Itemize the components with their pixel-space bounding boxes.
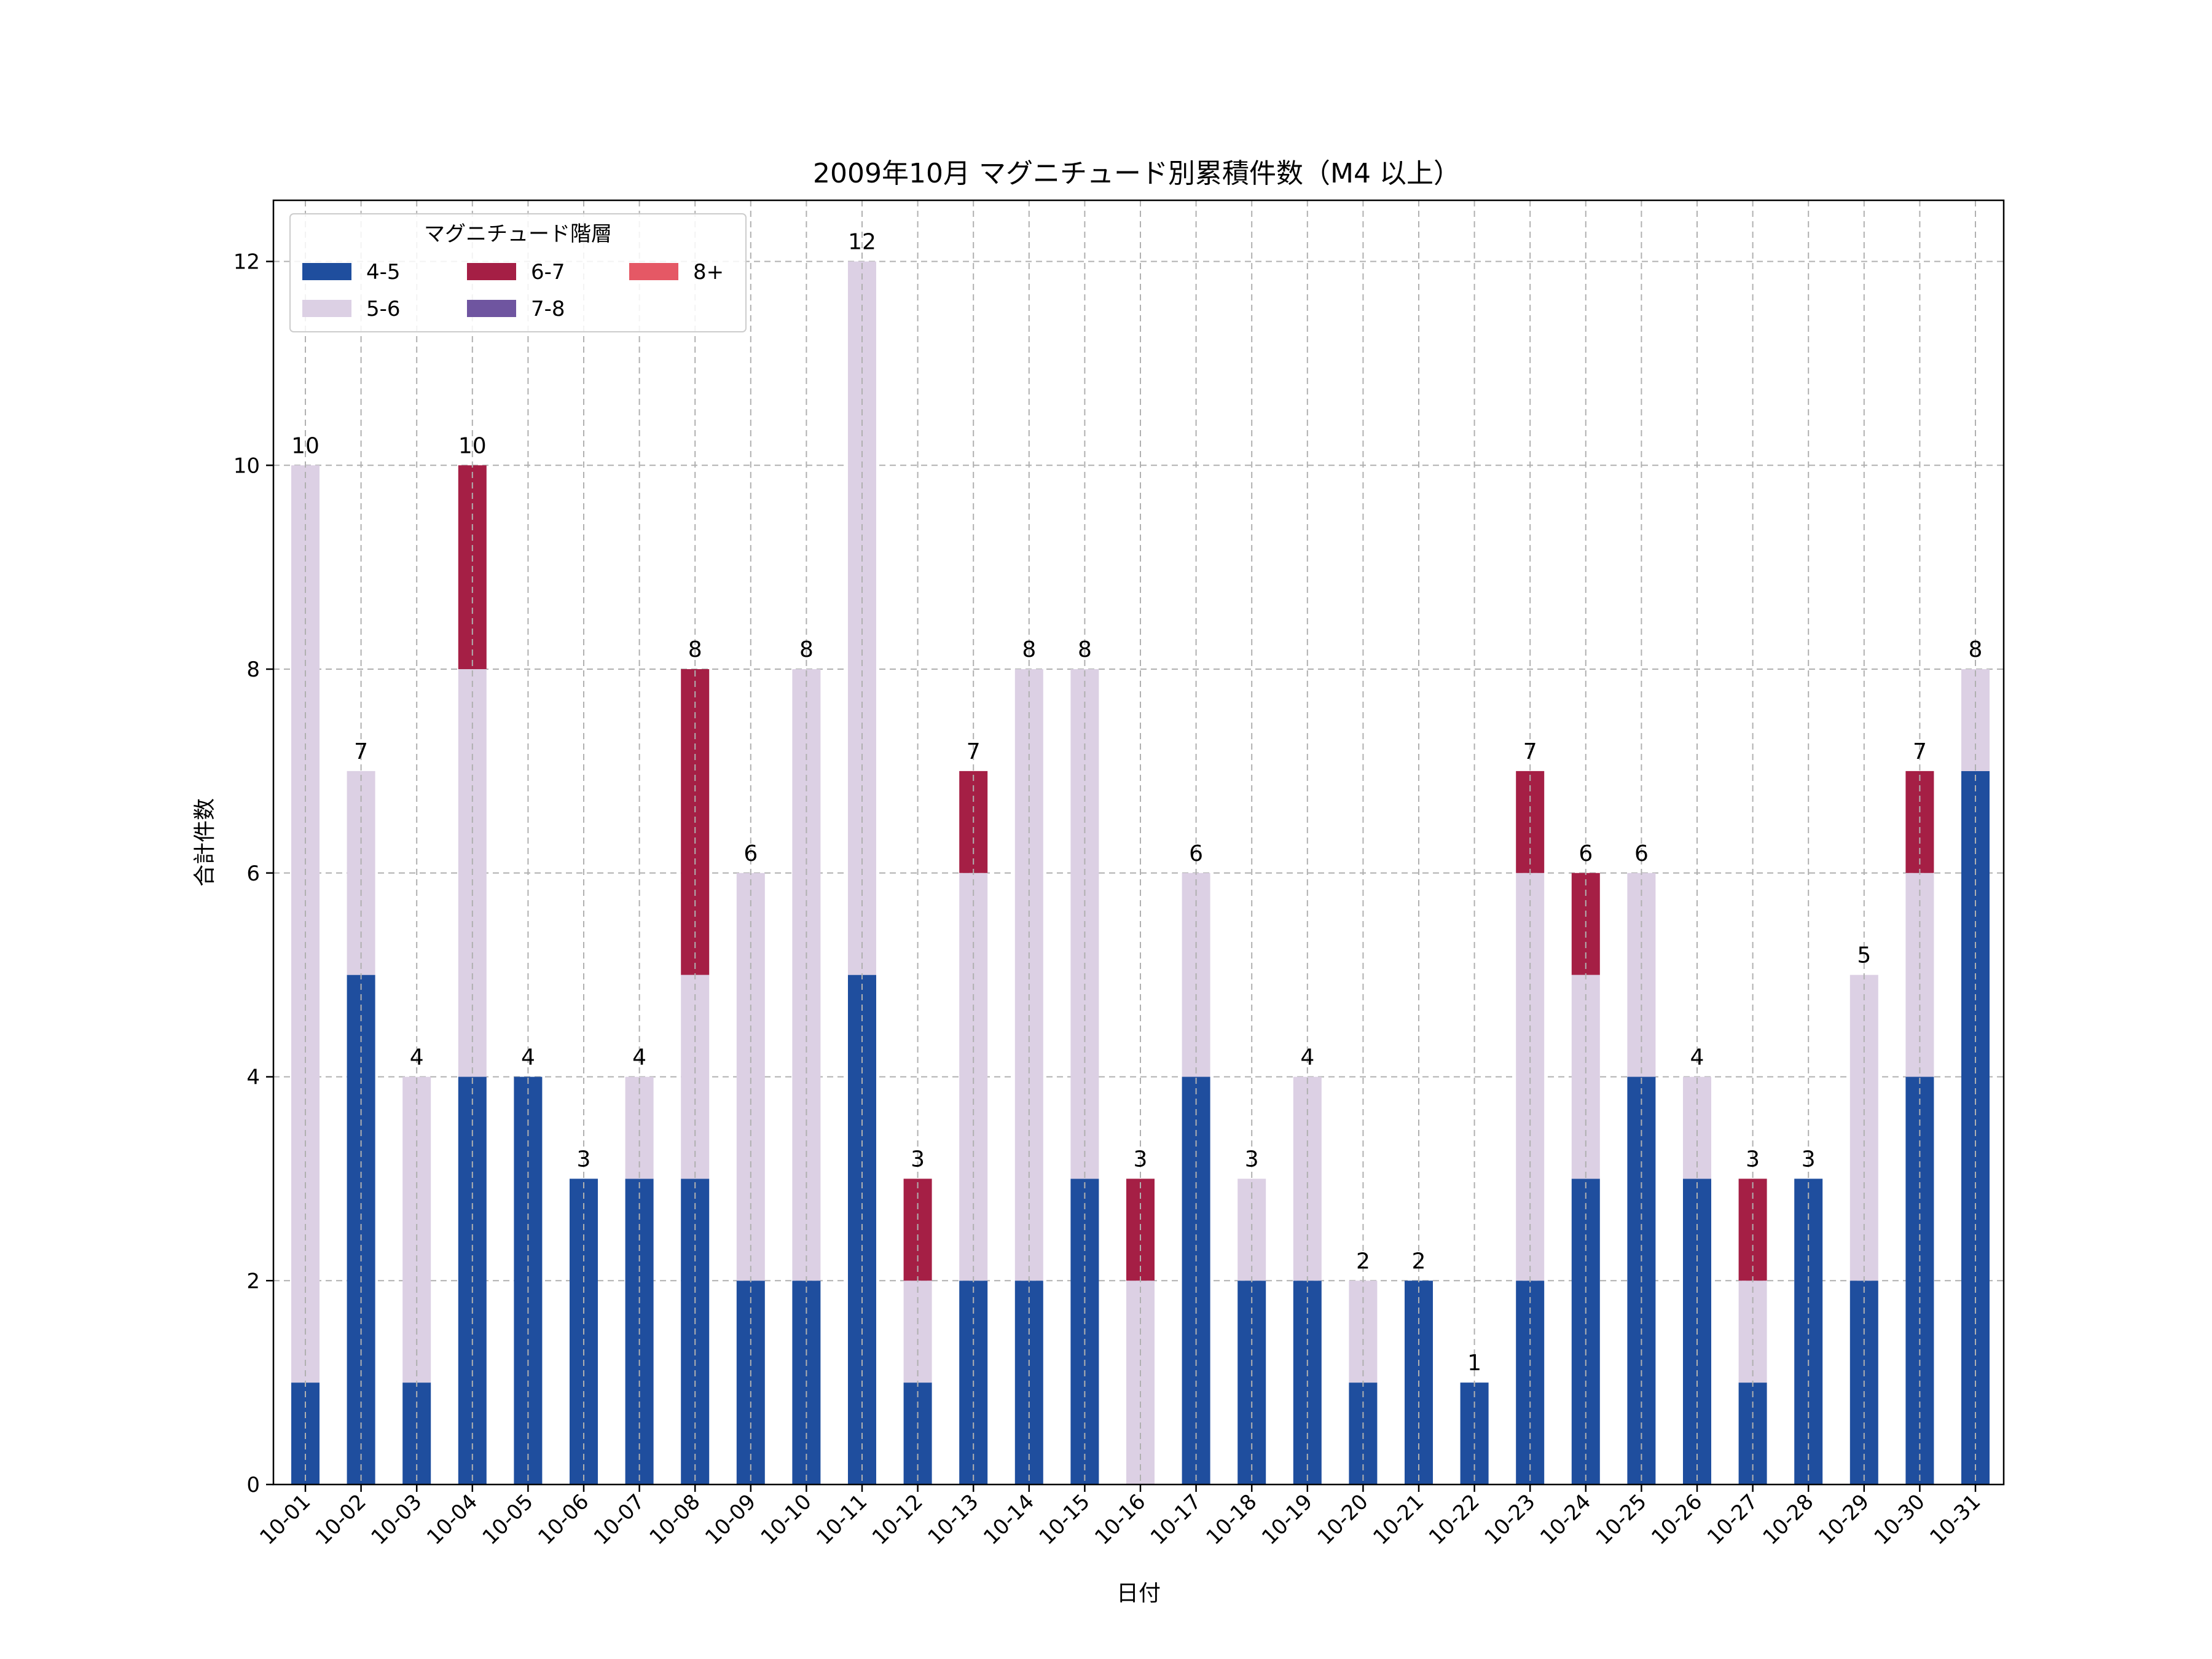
legend-swatch-5-6 xyxy=(302,300,351,317)
legend-label-4-5: 4-5 xyxy=(366,260,401,284)
total-label: 3 xyxy=(911,1147,925,1172)
total-label: 3 xyxy=(1245,1147,1259,1172)
y-tick-label: 10 xyxy=(233,453,260,478)
legend-items: 4-5 5-6 6-7 7-8 8+ xyxy=(302,260,724,321)
total-label: 8 xyxy=(1969,637,1983,662)
x-tick-label: 10-07 xyxy=(589,1489,649,1550)
total-label: 8 xyxy=(1022,637,1036,662)
total-label: 10 xyxy=(291,433,320,458)
plot-frame xyxy=(272,199,2005,1486)
x-tick-label: 10-13 xyxy=(923,1489,983,1550)
legend-swatch-6-7 xyxy=(467,263,516,280)
legend-label-7-8: 7-8 xyxy=(531,297,565,321)
x-tick-label: 10-23 xyxy=(1480,1489,1540,1550)
total-label: 2 xyxy=(1356,1249,1370,1274)
total-label: 6 xyxy=(1189,841,1203,866)
x-tick-label: 10-30 xyxy=(1870,1489,1930,1550)
total-label: 3 xyxy=(1134,1147,1148,1172)
x-tick-label: 10-10 xyxy=(756,1489,817,1550)
bar-segment-4-5 xyxy=(1961,771,1990,1484)
total-label: 3 xyxy=(577,1147,591,1172)
x-tick-label: 10-27 xyxy=(1703,1489,1763,1550)
chart-title: 2009年10月 マグニチュード別累積件数（M4 以上） xyxy=(813,158,1461,189)
legend-label-6-7: 6-7 xyxy=(531,260,565,284)
x-tick-label: 10-21 xyxy=(1368,1489,1429,1550)
total-label: 3 xyxy=(1746,1147,1760,1172)
total-label: 4 xyxy=(632,1045,646,1070)
total-label: 6 xyxy=(1579,841,1593,866)
x-tick-label: 10-04 xyxy=(422,1489,482,1550)
vertical-grid-layer xyxy=(305,200,1976,1484)
total-label: 4 xyxy=(1690,1045,1704,1070)
legend-label-8+: 8+ xyxy=(693,260,724,284)
total-label: 4 xyxy=(521,1045,535,1070)
bar-segment-5-6 xyxy=(736,873,765,1281)
total-label: 8 xyxy=(1078,637,1092,662)
x-tick-label: 10-08 xyxy=(645,1489,705,1550)
y-tick-label: 0 xyxy=(246,1473,260,1497)
x-tick-label: 10-31 xyxy=(1925,1489,1985,1550)
legend-swatch-7-8 xyxy=(467,300,516,317)
x-tick-label: 10-05 xyxy=(478,1489,538,1550)
x-tick-label: 10-06 xyxy=(533,1489,594,1550)
total-label: 7 xyxy=(1913,739,1927,764)
legend-box xyxy=(289,213,747,332)
y-tick-label: 8 xyxy=(246,657,260,682)
x-tick-label: 10-15 xyxy=(1035,1489,1095,1550)
total-label: 12 xyxy=(848,230,876,255)
total-label: 1 xyxy=(1467,1351,1481,1376)
y-tick-label: 4 xyxy=(246,1065,260,1090)
x-axis-label: 日付 xyxy=(1116,1581,1161,1606)
total-label: 5 xyxy=(1857,943,1871,968)
total-label: 8 xyxy=(688,637,702,662)
total-label: 4 xyxy=(410,1045,424,1070)
total-label: 4 xyxy=(1300,1045,1314,1070)
x-tick-label: 10-03 xyxy=(366,1489,426,1550)
x-tick-label: 10-19 xyxy=(1257,1489,1317,1550)
total-label: 7 xyxy=(1523,739,1537,764)
x-tick-label: 10-28 xyxy=(1758,1489,1818,1550)
y-tick-label: 6 xyxy=(246,861,260,886)
x-tick-label: 10-14 xyxy=(979,1489,1039,1550)
total-label: 6 xyxy=(1634,841,1649,866)
x-tick-label: 10-22 xyxy=(1424,1489,1484,1550)
x-tick-label: 10-25 xyxy=(1591,1489,1652,1550)
bar-segment-5-6 xyxy=(959,873,988,1281)
x-tick-label: 10-12 xyxy=(868,1489,928,1550)
y-axis-label: 合計件数 xyxy=(192,798,218,887)
total-label: 3 xyxy=(1802,1147,1816,1172)
x-tick-label: 10-20 xyxy=(1313,1489,1373,1550)
x-tick-label: 10-09 xyxy=(700,1489,761,1550)
x-tick-label: 10-29 xyxy=(1814,1489,1874,1550)
y-tick-label: 2 xyxy=(246,1269,260,1293)
total-label: 6 xyxy=(743,841,758,866)
legend: マグニチュード階層 4-5 5-6 6-7 7-8 8+ xyxy=(289,213,747,332)
x-tick-label: 10-01 xyxy=(255,1489,315,1550)
legend-swatch-4-5 xyxy=(302,263,351,280)
x-tick-label: 10-11 xyxy=(812,1489,872,1550)
x-tick-label: 10-02 xyxy=(311,1489,371,1550)
total-label: 10 xyxy=(458,433,487,458)
legend-swatch-8+ xyxy=(629,263,678,280)
bar-segment-5-6 xyxy=(1516,873,1545,1281)
x-tick-label: 10-18 xyxy=(1201,1489,1261,1550)
total-label: 2 xyxy=(1412,1249,1426,1274)
y-tick-label: 12 xyxy=(233,250,260,275)
legend-title: マグニチュード階層 xyxy=(424,222,612,246)
x-tick-label: 10-24 xyxy=(1535,1489,1596,1550)
total-label: 7 xyxy=(354,739,368,764)
data-labels-layer: 10 7 4 10 4 3 4 8 6 8 12 3 7 8 8 3 6 3 4 2 2 1 7 6 6 4 3 3 5 7 8 xyxy=(291,230,1982,1376)
x-tick-label: 10-17 xyxy=(1146,1489,1206,1550)
legend-label-5-6: 5-6 xyxy=(366,297,401,321)
x-tick-label: 10-16 xyxy=(1090,1489,1150,1550)
ticks-layer: 02468101210-0110-0210-0310-0410-0510-061… xyxy=(233,250,1986,1550)
x-tick-label: 10-26 xyxy=(1647,1489,1707,1550)
total-label: 8 xyxy=(799,637,814,662)
total-label: 7 xyxy=(967,739,981,764)
